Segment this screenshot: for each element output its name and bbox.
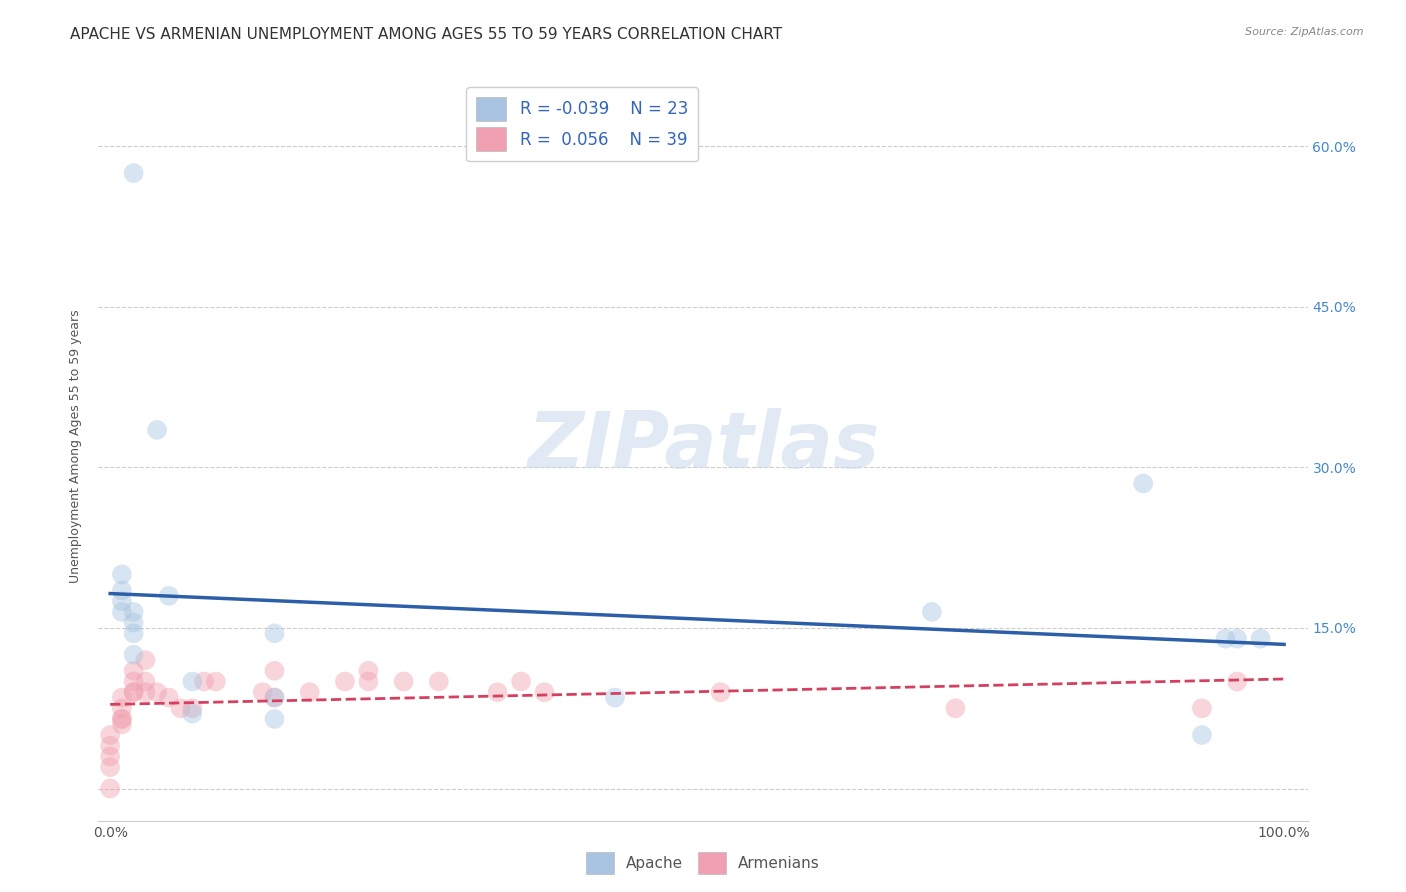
Text: APACHE VS ARMENIAN UNEMPLOYMENT AMONG AGES 55 TO 59 YEARS CORRELATION CHART: APACHE VS ARMENIAN UNEMPLOYMENT AMONG AG… <box>70 27 782 42</box>
Point <box>1132 476 1154 491</box>
Point <box>122 685 145 699</box>
Point <box>111 583 134 598</box>
Point <box>945 701 967 715</box>
Point <box>122 685 145 699</box>
Text: Source: ZipAtlas.com: Source: ZipAtlas.com <box>1246 27 1364 37</box>
Point <box>157 589 180 603</box>
Point <box>1226 632 1249 646</box>
Point <box>146 423 169 437</box>
Point <box>111 605 134 619</box>
Point <box>263 626 285 640</box>
Text: ZIPatlas: ZIPatlas <box>527 408 879 484</box>
Point <box>122 626 145 640</box>
Point <box>486 685 509 699</box>
Point <box>122 664 145 678</box>
Point <box>510 674 533 689</box>
Point <box>263 664 285 678</box>
Point <box>134 674 156 689</box>
Point <box>111 594 134 608</box>
Point <box>98 749 121 764</box>
Point <box>122 605 145 619</box>
Point <box>1226 674 1249 689</box>
Point <box>134 685 156 699</box>
Point <box>122 674 145 689</box>
Point <box>357 674 380 689</box>
Point <box>357 664 380 678</box>
Point <box>111 690 134 705</box>
Point <box>111 701 134 715</box>
Point <box>298 685 321 699</box>
Point <box>134 653 156 667</box>
Point <box>111 712 134 726</box>
Point <box>98 781 121 796</box>
Point <box>111 717 134 731</box>
Point <box>392 674 415 689</box>
Legend: Apache, Armenians: Apache, Armenians <box>581 846 825 880</box>
Point <box>122 648 145 662</box>
Point <box>169 701 191 715</box>
Point <box>427 674 450 689</box>
Point <box>122 615 145 630</box>
Point <box>263 690 285 705</box>
Point <box>98 728 121 742</box>
Point <box>533 685 555 699</box>
Point <box>98 739 121 753</box>
Point <box>333 674 356 689</box>
Point <box>603 690 626 705</box>
Point <box>181 701 204 715</box>
Point <box>1191 701 1213 715</box>
Point <box>181 706 204 721</box>
Point <box>111 712 134 726</box>
Point <box>710 685 733 699</box>
Point <box>1250 632 1272 646</box>
Point <box>157 690 180 705</box>
Legend: R = -0.039    N = 23, R =  0.056    N = 39: R = -0.039 N = 23, R = 0.056 N = 39 <box>467 87 697 161</box>
Y-axis label: Unemployment Among Ages 55 to 59 years: Unemployment Among Ages 55 to 59 years <box>69 310 83 582</box>
Point <box>204 674 226 689</box>
Point <box>146 685 169 699</box>
Point <box>98 760 121 774</box>
Point <box>252 685 274 699</box>
Point <box>1215 632 1237 646</box>
Point <box>122 166 145 180</box>
Point <box>263 690 285 705</box>
Point <box>1191 728 1213 742</box>
Point <box>111 567 134 582</box>
Point <box>181 674 204 689</box>
Point <box>263 712 285 726</box>
Point <box>921 605 943 619</box>
Point <box>193 674 215 689</box>
